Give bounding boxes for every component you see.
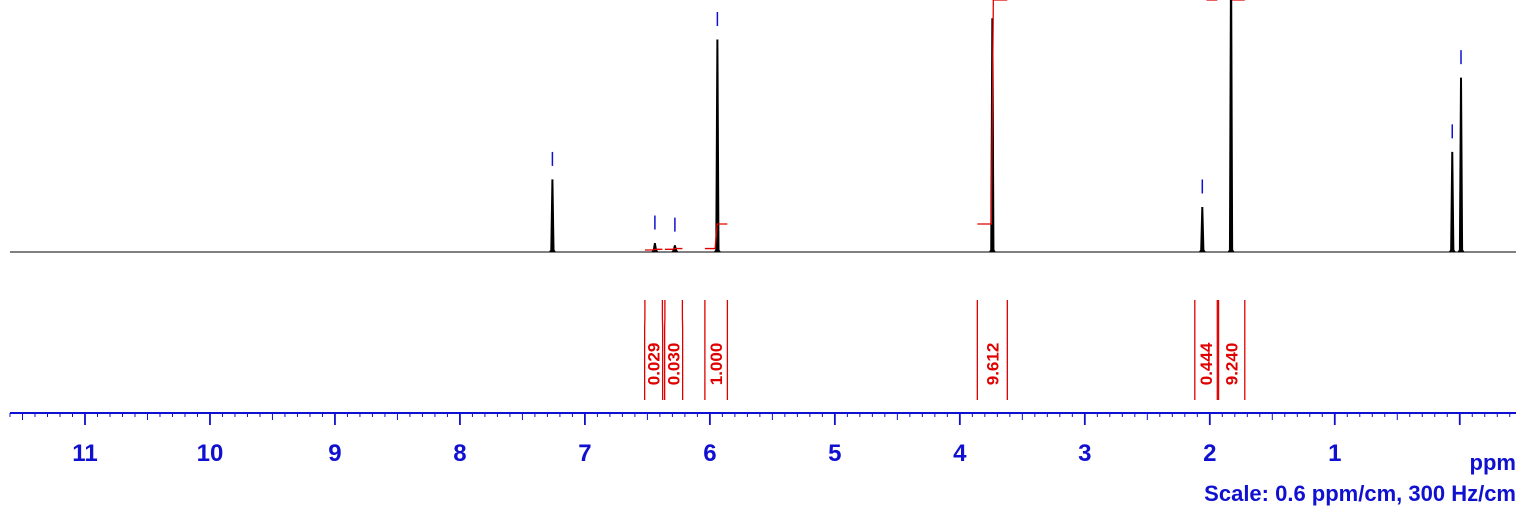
x-axis-tick-label: 4 (953, 440, 967, 467)
integral-value-label: 0.444 (1197, 342, 1216, 385)
integral-bracket (663, 300, 684, 400)
x-axis-tick-label: 3 (1078, 440, 1091, 467)
spectrum-peak (1227, 0, 1236, 253)
integral-curve (664, 247, 683, 250)
integral-bracket (643, 300, 664, 400)
integral-bracket (1194, 300, 1218, 400)
spectrum-peak (713, 39, 722, 253)
integral-value-label: 0.030 (665, 343, 684, 386)
integral-value-label: 0.029 (645, 343, 664, 386)
x-axis-tick-label: 6 (703, 440, 716, 467)
integral-curve (644, 248, 663, 251)
x-axis-tick-label: 7 (578, 440, 591, 467)
x-axis-tick-label: 11 (72, 440, 97, 467)
integral-curve (704, 223, 728, 250)
integral-value-label: 9.240 (1223, 343, 1242, 386)
x-axis-tick-label: 5 (828, 440, 841, 467)
scale-label: Scale: 0.6 ppm/cm, 300 Hz/cm (1204, 481, 1516, 506)
integral-value-label: 1.000 (707, 343, 726, 386)
integral-bracket (1217, 300, 1246, 400)
spectrum-peak (1457, 77, 1465, 253)
spectrum-peak (1448, 151, 1457, 253)
x-axis-tick-label: 2 (1203, 440, 1216, 467)
x-axis-unit-label: ppm (1470, 450, 1516, 475)
spectrum-layer (10, 0, 1516, 253)
integral-bracket (704, 300, 729, 400)
x-axis-tick-label: 8 (453, 440, 466, 467)
integral-bracket (976, 300, 1008, 400)
integral-value-label: 9.612 (983, 343, 1002, 386)
spectrum-peak (548, 179, 557, 253)
integral-layer: 0.029 0.030 1.000 9.612 0.444 9.240 (643, 0, 1246, 400)
x-axis-tick-label: 9 (328, 440, 341, 467)
x-axis: 11 10 9 8 7 6 5 4 3 2 1 (9, 412, 1516, 467)
spectrum-peak (650, 243, 659, 253)
x-axis-tick-label: 10 (197, 440, 224, 467)
peak-marker-layer (551, 12, 1462, 232)
spectrum-peak (1198, 206, 1207, 253)
x-axis-tick-label: 1 (1328, 440, 1341, 467)
integral-curve (977, 0, 1008, 225)
